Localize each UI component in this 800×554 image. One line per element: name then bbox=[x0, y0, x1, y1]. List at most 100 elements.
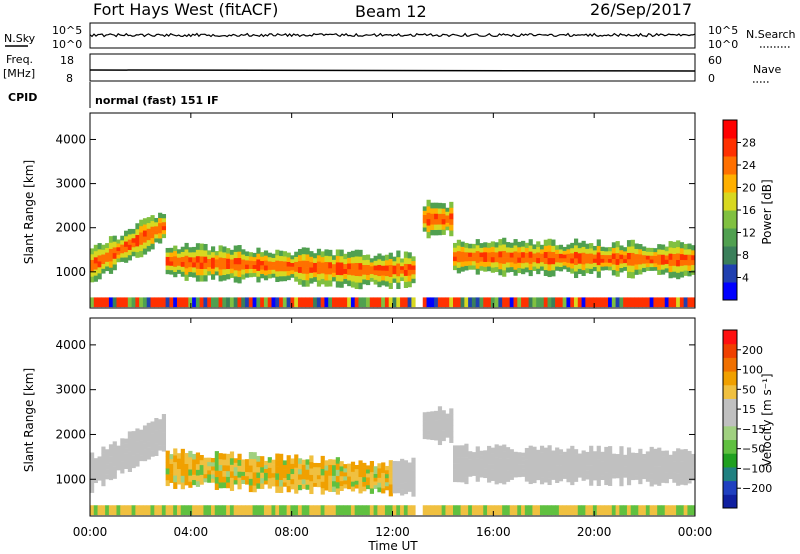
velocity-cell bbox=[180, 455, 185, 463]
power-cell bbox=[142, 242, 148, 249]
power-cell bbox=[558, 257, 564, 263]
velocity-cell bbox=[271, 468, 276, 474]
velocity-cell bbox=[237, 477, 242, 484]
velocity-cell bbox=[676, 473, 681, 480]
velocity-cell bbox=[453, 463, 458, 470]
velocity-cell bbox=[471, 471, 477, 476]
velocity-cell bbox=[97, 456, 102, 461]
velocity-cell bbox=[619, 466, 624, 473]
power-cell bbox=[165, 269, 170, 275]
power-cell bbox=[366, 259, 371, 265]
power-cell bbox=[112, 264, 117, 271]
velocity-colorbar-tick-label: −15 bbox=[742, 423, 765, 436]
velocity-cell bbox=[645, 476, 651, 482]
power-cell bbox=[180, 256, 185, 262]
power-cell bbox=[252, 272, 257, 277]
velocity-cell bbox=[101, 453, 106, 460]
freq-label: Freq. bbox=[6, 53, 33, 66]
velocity-cell bbox=[570, 478, 575, 486]
velocity-cell bbox=[524, 447, 530, 454]
velocity-cell bbox=[165, 479, 170, 487]
velocity-cell bbox=[93, 474, 98, 479]
velocity-cell bbox=[456, 469, 461, 477]
velocity-cell bbox=[362, 462, 367, 468]
velocity-cell bbox=[282, 469, 288, 474]
velocity-cell bbox=[687, 477, 692, 484]
velocity-cell bbox=[570, 458, 575, 466]
power-cell bbox=[90, 259, 95, 266]
power-cell bbox=[558, 253, 564, 259]
velocity-cell bbox=[407, 472, 412, 478]
velocity-cell bbox=[589, 445, 594, 453]
power-cell bbox=[619, 258, 624, 264]
power-cell bbox=[558, 244, 564, 250]
velocity-cell bbox=[124, 463, 129, 470]
velocity-cell bbox=[483, 454, 488, 460]
power-cell bbox=[683, 265, 688, 271]
velocity-cell bbox=[434, 505, 439, 516]
velocity-cell bbox=[498, 470, 503, 477]
velocity-cell bbox=[282, 464, 288, 470]
power-cell bbox=[256, 253, 261, 260]
velocity-cell bbox=[483, 464, 488, 469]
velocity-cell bbox=[600, 451, 605, 457]
velocity-cell bbox=[263, 464, 269, 469]
power-cell bbox=[313, 267, 318, 273]
velocity-cell bbox=[566, 454, 571, 461]
velocity-cell bbox=[116, 457, 121, 463]
velocity-cell bbox=[596, 452, 601, 460]
power-cell bbox=[611, 297, 616, 308]
velocity-cell bbox=[97, 468, 102, 473]
velocity-cell bbox=[536, 449, 541, 456]
velocity-cell bbox=[577, 469, 582, 474]
velocity-y-tick-label: 4000 bbox=[55, 338, 86, 352]
power-cell bbox=[653, 259, 658, 264]
power-cell bbox=[471, 260, 477, 266]
velocity-cell bbox=[426, 411, 431, 417]
power-cell bbox=[195, 268, 201, 276]
power-cell bbox=[600, 262, 605, 267]
velocity-cell bbox=[589, 452, 594, 460]
power-cell bbox=[396, 282, 401, 290]
power-cell bbox=[252, 260, 257, 266]
velocity-cell bbox=[536, 474, 541, 481]
velocity-cell bbox=[229, 471, 235, 478]
velocity-cell bbox=[460, 475, 465, 483]
power-cell bbox=[131, 251, 136, 257]
power-cell bbox=[207, 258, 212, 264]
power-cell bbox=[207, 250, 212, 255]
velocity-cell bbox=[660, 466, 666, 473]
power-cell bbox=[211, 273, 216, 280]
nsky-tick-bottom: 10^0 bbox=[52, 38, 82, 51]
power-cell bbox=[400, 265, 405, 270]
power-cell bbox=[683, 270, 688, 276]
power-cell bbox=[509, 252, 514, 258]
power-cell bbox=[600, 254, 605, 259]
velocity-cell bbox=[498, 464, 503, 471]
power-cell bbox=[282, 266, 288, 272]
velocity-cell bbox=[124, 453, 129, 459]
velocity-cell bbox=[350, 461, 356, 467]
velocity-cell bbox=[521, 472, 526, 477]
velocity-cell bbox=[679, 461, 685, 468]
power-cell bbox=[275, 271, 280, 277]
velocity-cell bbox=[305, 479, 310, 485]
velocity-cell bbox=[411, 464, 416, 471]
power-cell bbox=[449, 201, 454, 208]
velocity-cell bbox=[468, 505, 473, 516]
velocity-cell bbox=[487, 476, 492, 483]
velocity-cell bbox=[241, 479, 246, 485]
power-cell bbox=[547, 238, 552, 246]
velocity-cell bbox=[498, 458, 503, 465]
power-cell bbox=[237, 251, 242, 259]
power-cell bbox=[161, 221, 167, 227]
power-cell bbox=[142, 297, 148, 308]
power-cell bbox=[634, 297, 639, 308]
velocity-cell bbox=[623, 462, 628, 467]
x-tick-label: 12:00 bbox=[375, 525, 410, 539]
velocity-cell bbox=[638, 466, 643, 473]
velocity-cell bbox=[592, 451, 598, 457]
power-cell bbox=[381, 265, 386, 271]
power-cell bbox=[347, 257, 352, 264]
velocity-cell bbox=[570, 465, 575, 473]
